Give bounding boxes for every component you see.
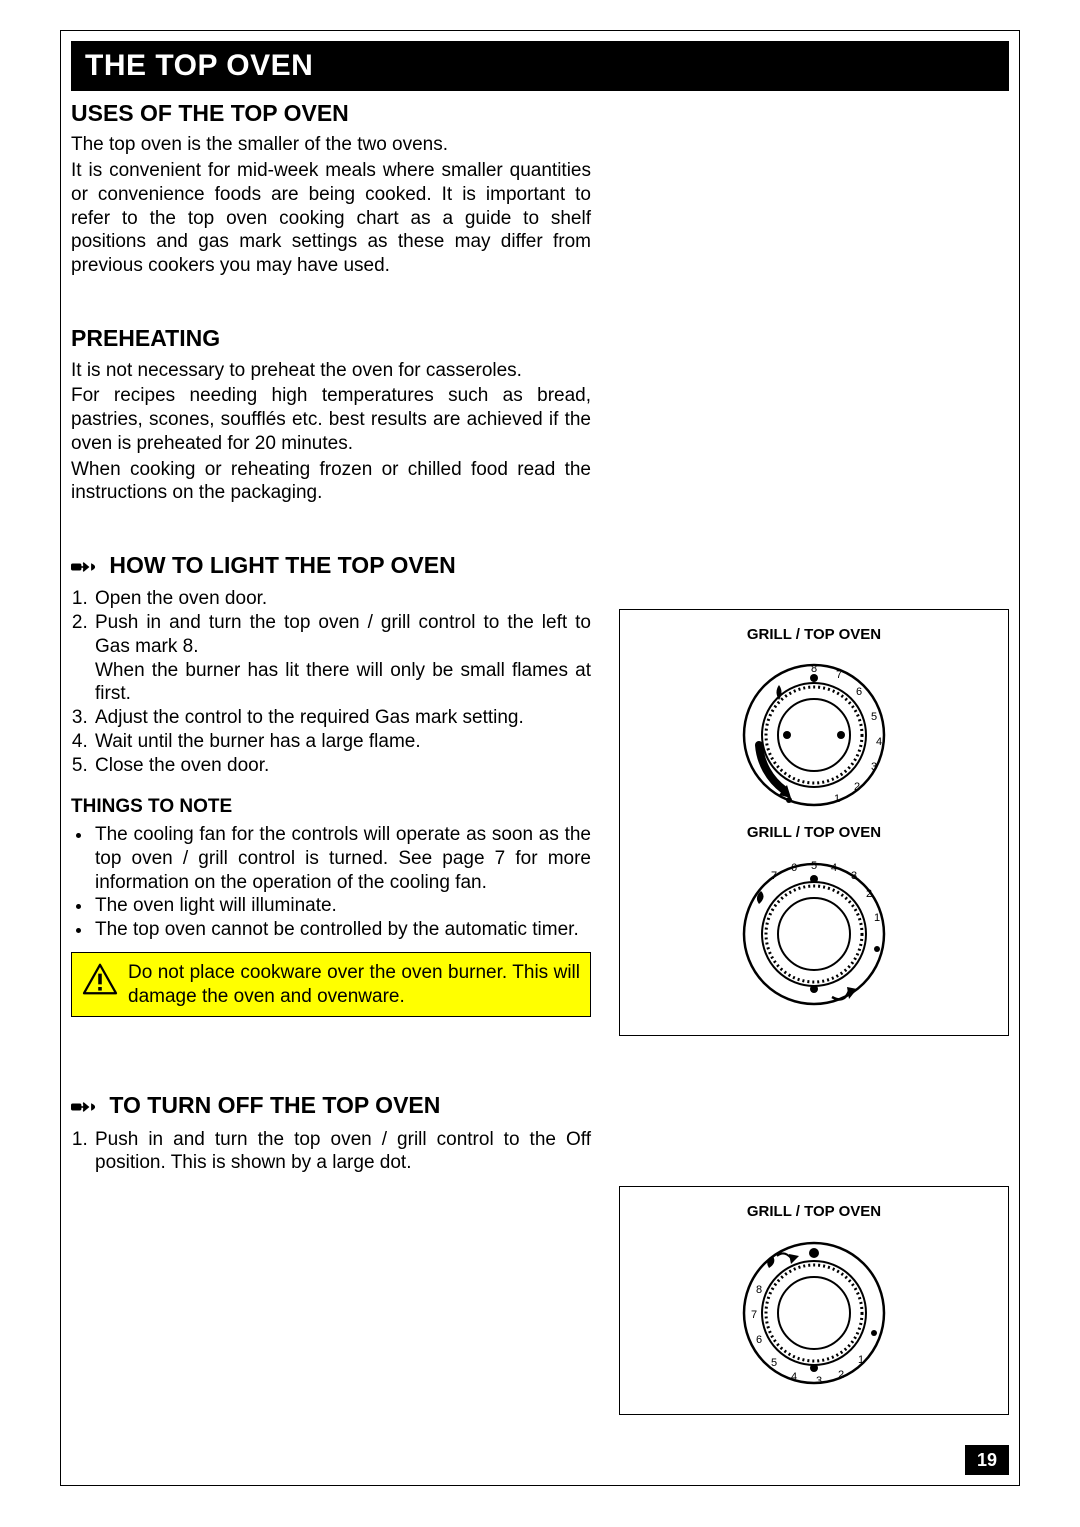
light-step-3: Adjust the control to the required Gas m… bbox=[93, 706, 591, 730]
diagram-label-2: GRILL / TOP OVEN bbox=[632, 824, 996, 843]
warning-triangle-icon bbox=[82, 963, 118, 1002]
uses-heading: USES OF THE TOP OVEN bbox=[71, 99, 591, 128]
svg-text:6: 6 bbox=[756, 1334, 762, 1346]
light-heading: HOW TO LIGHT THE TOP OVEN bbox=[71, 551, 591, 581]
svg-text:7: 7 bbox=[836, 669, 842, 681]
svg-text:8: 8 bbox=[756, 1284, 762, 1296]
turnoff-steps: Push in and turn the top oven / grill co… bbox=[71, 1128, 591, 1176]
svg-text:4: 4 bbox=[831, 862, 837, 874]
light-step-4: Wait until the burner has a large flame. bbox=[93, 730, 591, 754]
svg-text:2: 2 bbox=[854, 781, 860, 793]
right-column: GRILL / TOP OVEN 8 7 6 5 4 3 bbox=[619, 99, 1009, 1415]
svg-text:2: 2 bbox=[838, 1369, 844, 1381]
notes-heading: THINGS TO NOTE bbox=[71, 795, 591, 819]
diagram-box-1: GRILL / TOP OVEN 8 7 6 5 4 3 bbox=[619, 609, 1009, 1037]
diagram-box-2: GRILL / TOP OVEN 8 7 6 5 4 3 2 bbox=[619, 1186, 1009, 1415]
warning-box: Do not place cookware over the oven burn… bbox=[71, 952, 591, 1018]
section-title-bar: THE TOP OVEN bbox=[71, 41, 1009, 91]
note-3: The top oven cannot be controlled by the… bbox=[93, 918, 591, 942]
svg-text:6: 6 bbox=[856, 686, 862, 698]
svg-text:2: 2 bbox=[866, 888, 872, 900]
turnoff-heading: TO TURN OFF THE TOP OVEN bbox=[71, 1091, 591, 1121]
section-title: THE TOP OVEN bbox=[85, 47, 995, 85]
svg-text:3: 3 bbox=[816, 1375, 822, 1387]
preheating-p3: When cooking or reheating frozen or chil… bbox=[71, 458, 591, 506]
svg-text:7: 7 bbox=[771, 870, 777, 882]
uses-p2: It is convenient for mid-week meals wher… bbox=[71, 159, 591, 278]
svg-text:1: 1 bbox=[874, 912, 880, 924]
svg-text:6: 6 bbox=[791, 862, 797, 874]
knob-diagram-gas4: 7 6 5 4 3 2 1 bbox=[729, 849, 899, 1019]
note-1: The cooling fan for the controls will op… bbox=[93, 823, 591, 894]
light-step-1: Open the oven door. bbox=[93, 587, 591, 611]
svg-text:7: 7 bbox=[751, 1309, 757, 1321]
light-steps: Open the oven door. Push in and turn the… bbox=[71, 587, 591, 777]
svg-text:1: 1 bbox=[858, 1354, 864, 1366]
left-column: USES OF THE TOP OVEN The top oven is the… bbox=[71, 99, 591, 1415]
page-number: 19 bbox=[965, 1445, 1009, 1476]
diagram-label-3: GRILL / TOP OVEN bbox=[632, 1203, 996, 1222]
preheating-heading: PREHEATING bbox=[71, 324, 591, 353]
svg-text:4: 4 bbox=[791, 1371, 797, 1383]
preheating-p1: It is not necessary to preheat the oven … bbox=[71, 359, 591, 383]
svg-text:5: 5 bbox=[771, 1357, 777, 1369]
light-step-2: Push in and turn the top oven / grill co… bbox=[93, 611, 591, 706]
knob-diagram-gas8: 8 7 6 5 4 3 2 1 bbox=[729, 650, 899, 820]
preheating-p2: For recipes needing high temperatures su… bbox=[71, 384, 591, 455]
svg-text:5: 5 bbox=[811, 860, 817, 872]
diagram-label-1: GRILL / TOP OVEN bbox=[632, 626, 996, 645]
svg-text:3: 3 bbox=[871, 761, 877, 773]
notes-list: The cooling fan for the controls will op… bbox=[71, 823, 591, 942]
svg-text:8: 8 bbox=[811, 663, 817, 675]
svg-text:5: 5 bbox=[871, 711, 877, 723]
svg-text:3: 3 bbox=[851, 870, 857, 882]
hand-pointing-icon bbox=[71, 553, 97, 582]
hand-pointing-icon bbox=[71, 1093, 97, 1122]
light-step-5: Close the oven door. bbox=[93, 754, 591, 778]
note-2: The oven light will illuminate. bbox=[93, 894, 591, 918]
turnoff-step-1: Push in and turn the top oven / grill co… bbox=[93, 1128, 591, 1176]
svg-text:4: 4 bbox=[876, 736, 882, 748]
uses-p1: The top oven is the smaller of the two o… bbox=[71, 133, 591, 157]
svg-text:1: 1 bbox=[834, 793, 840, 805]
warning-text: Do not place cookware over the oven burn… bbox=[128, 961, 580, 1009]
knob-diagram-off: 8 7 6 5 4 3 2 1 bbox=[729, 1228, 899, 1398]
